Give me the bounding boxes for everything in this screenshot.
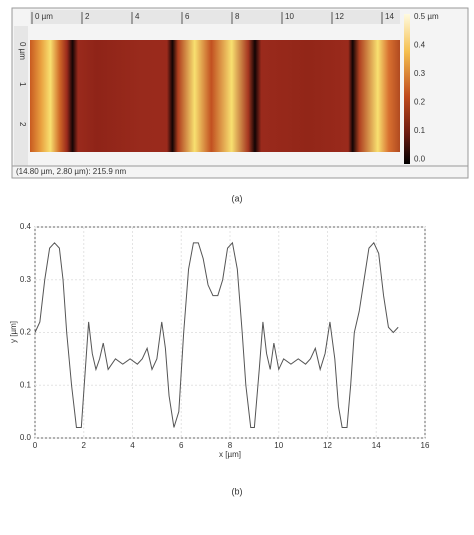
y-tick-label: 0.1	[20, 380, 32, 389]
y-tick-label: 0.4	[20, 222, 32, 231]
colorbar-label: 0.4	[414, 41, 426, 50]
x-tick-label: 14	[372, 441, 381, 450]
x-ruler-label: 0 µm	[35, 12, 53, 21]
y-tick-label: 0.3	[20, 275, 32, 284]
x-ruler	[30, 10, 400, 24]
colorbar	[404, 14, 410, 164]
x-ruler-label: 2	[85, 12, 90, 21]
caption-b: (b)	[232, 486, 243, 496]
caption-a: (a)	[232, 193, 243, 203]
colorbar-label: 0.1	[414, 126, 426, 135]
x-tick-label: 6	[179, 441, 184, 450]
y-ruler	[14, 26, 28, 166]
x-tick-label: 10	[274, 441, 283, 450]
y-tick-label: 0.0	[20, 433, 32, 442]
x-ruler-label: 14	[385, 12, 394, 21]
y-ruler-label: 1	[18, 82, 27, 87]
x-tick-label: 8	[228, 441, 233, 450]
y-tick-label: 0.2	[20, 328, 32, 337]
profile-line	[34, 241, 399, 428]
colorbar-label: 0.0	[414, 155, 426, 164]
colorbar-label: 0.3	[414, 69, 426, 78]
x-axis-label: x [µm]	[219, 450, 241, 459]
x-tick-label: 0	[33, 441, 38, 450]
x-ruler-label: 6	[185, 12, 190, 21]
x-ruler-label: 8	[235, 12, 240, 21]
x-tick-label: 12	[323, 441, 332, 450]
x-tick-label: 2	[82, 441, 87, 450]
y-ruler-label: 2	[18, 122, 27, 127]
afm-image	[30, 40, 400, 152]
colorbar-label: 0.2	[414, 98, 426, 107]
x-ruler-label: 10	[285, 12, 294, 21]
colorbar-label: 0.5 µm	[414, 12, 439, 21]
y-axis-label: y [µm]	[9, 321, 18, 343]
status-text: (14.80 µm, 2.80 µm): 215.9 nm	[16, 167, 126, 176]
x-tick-label: 16	[421, 441, 430, 450]
x-ruler-label: 12	[335, 12, 344, 21]
y-ruler-label: 0 µm	[18, 42, 27, 60]
x-ruler-label: 4	[135, 12, 140, 21]
x-tick-label: 4	[130, 441, 135, 450]
